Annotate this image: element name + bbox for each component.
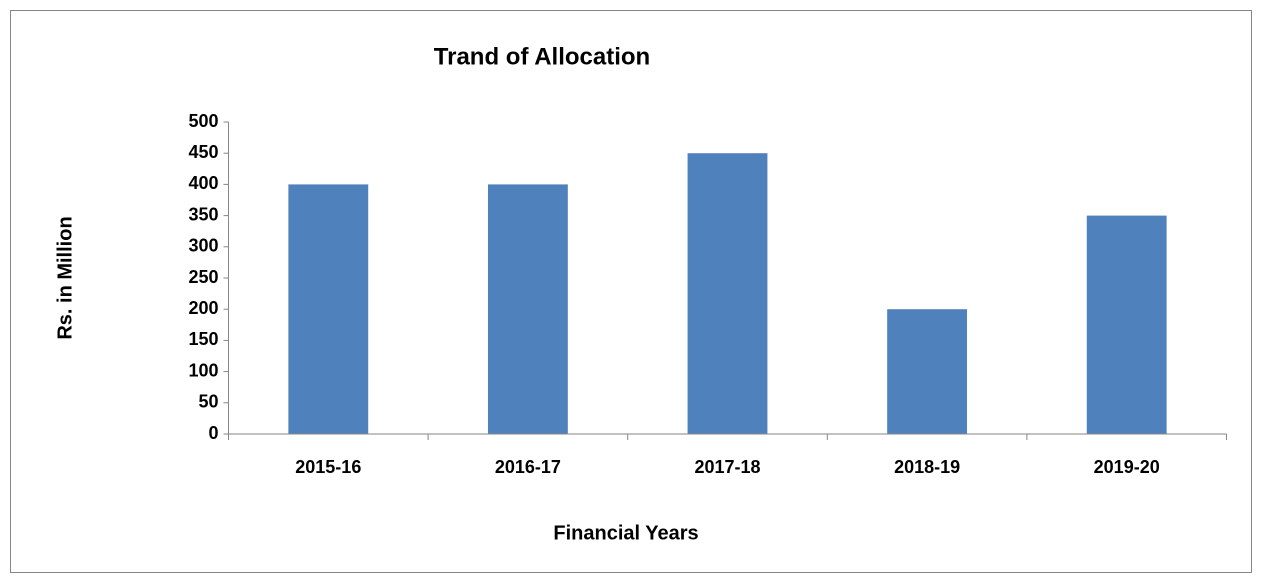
x-axis-label: Financial Years [553,522,698,544]
chart-title: Trand of Allocation [434,43,650,70]
x-tick-label: 2017-18 [694,457,760,477]
bar [887,309,968,434]
chart-border [10,10,1252,573]
y-tick-label: 250 [188,267,218,287]
y-tick-label: 400 [188,173,218,193]
y-tick-label: 150 [188,329,218,349]
bar [687,153,768,434]
x-tick-label: 2019-20 [1094,457,1160,477]
bar [1086,215,1167,434]
y-tick-label: 450 [188,142,218,162]
x-tick-label: 2015-16 [295,457,361,477]
x-tick-label: 2016-17 [495,457,561,477]
y-tick-label: 50 [198,392,218,412]
bar [487,184,568,434]
y-tick-label: 200 [188,298,218,318]
y-tick-label: 500 [188,111,218,131]
y-tick-label: 0 [208,423,218,443]
y-tick-label: 300 [188,236,218,256]
y-tick-label: 100 [188,360,218,380]
x-tick-label: 2018-19 [894,457,960,477]
y-axis-label: Rs. in Million [54,216,76,339]
bar [288,184,369,434]
y-tick-label: 350 [188,204,218,224]
